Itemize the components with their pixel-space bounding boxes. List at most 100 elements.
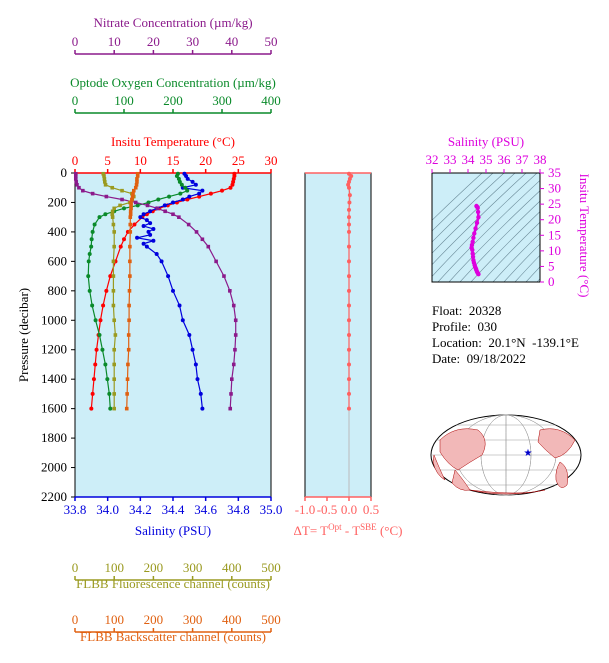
nitrate-tick-label: 20	[147, 34, 160, 49]
nitrate-point	[228, 406, 233, 411]
fluorescence-point	[112, 318, 116, 323]
delta-t-point	[347, 207, 351, 212]
salinity-tick-label: 33.8	[64, 502, 87, 517]
oxygen-tick-label: 400	[261, 93, 281, 108]
salinity-point	[154, 252, 159, 256]
oxygen-point	[122, 206, 126, 211]
ts-y-tick-label: 0	[548, 274, 555, 289]
salinity-point	[180, 318, 185, 323]
backscatter-point	[135, 174, 140, 178]
salinity-point	[187, 194, 192, 199]
density-contour	[492, 232, 540, 282]
nitrate-point	[177, 215, 181, 219]
fluorescence-point	[102, 180, 107, 184]
nitrate-tick-label: 30	[186, 34, 199, 49]
backscatter-point	[128, 274, 132, 278]
ts-point	[470, 254, 476, 259]
date-info: Date: 09/18/2022	[432, 351, 526, 367]
backscatter-point	[128, 212, 133, 217]
oxygen-point	[185, 188, 190, 193]
nitrate-point	[145, 203, 150, 208]
pressure-tick-label: 600	[48, 253, 68, 268]
fluorescence-tick-label: 0	[72, 560, 79, 575]
pressure-axis-label: Pressure (decibar)	[16, 288, 31, 382]
fluorescence-point	[101, 171, 106, 176]
salinity-point	[171, 200, 175, 205]
backscatter-point	[127, 289, 132, 293]
pressure-tick-label: 2200	[41, 489, 67, 504]
salinity-point	[148, 232, 153, 237]
nitrate-point	[171, 212, 175, 217]
delta-t-axis-label: ΔT= TOpt - TSBE (°C)	[294, 522, 403, 538]
fluorescence-point	[112, 377, 116, 381]
nitrate-point	[73, 174, 78, 178]
fluorescence-tick-label: 200	[144, 560, 164, 575]
fluorescence-point	[112, 362, 116, 367]
backscatter-point	[125, 377, 130, 381]
density-contour	[448, 190, 540, 282]
backscatter-tick-label: 0	[72, 612, 79, 627]
salinity-axis-label: Salinity (PSU)	[135, 523, 211, 538]
delta-t-point	[347, 347, 351, 352]
salinity-tick-label: 34.0	[96, 502, 119, 517]
salinity-point	[151, 238, 156, 243]
date-value: 09/18/2022	[466, 351, 526, 366]
float-info: Float: 20328	[432, 303, 501, 319]
backscatter-point	[127, 318, 131, 323]
ts-x-tick-label: 36	[498, 152, 512, 167]
temperature-tick-label: 10	[134, 153, 147, 168]
backscatter-tick-label: 300	[183, 612, 203, 627]
density-contour	[481, 221, 540, 282]
fluorescence-point	[111, 303, 116, 308]
ts-x-tick-label: 33	[444, 152, 457, 167]
oxygen-point	[177, 179, 182, 184]
backscatter-point	[132, 188, 136, 193]
ts-x-tick-label: 35	[480, 152, 493, 167]
backscatter-point	[128, 259, 132, 264]
nitrate-point	[81, 188, 85, 193]
delta-t-point	[347, 215, 351, 220]
oxygen-tick-label: 200	[163, 93, 183, 108]
oxygen-tick-label: 0	[72, 93, 79, 108]
fluorescence-point	[111, 274, 116, 278]
temperature-point	[122, 237, 126, 242]
delta-t-point	[347, 303, 351, 308]
nitrate-point	[194, 230, 199, 234]
salinity-point	[190, 347, 195, 352]
delta-t-point	[347, 288, 351, 293]
density-contour	[432, 173, 516, 254]
map-land-north-america	[537, 428, 576, 459]
location-label: Location:	[432, 335, 482, 350]
fluorescence-point	[111, 222, 116, 227]
oxygen-point	[103, 212, 108, 217]
temperature-point	[118, 244, 123, 249]
delta-t-point	[347, 377, 351, 382]
salinity-point	[144, 218, 149, 223]
fluorescence-point	[103, 182, 108, 187]
oxygen-tick-label: 300	[212, 93, 232, 108]
salinity-point	[197, 191, 202, 196]
salinity-point	[171, 288, 175, 293]
nitrate-point	[228, 289, 232, 293]
fluorescence-tick-label: 500	[261, 560, 281, 575]
salinity-point	[138, 215, 143, 220]
density-contour	[459, 200, 540, 282]
salinity-tick-label: 34.8	[227, 502, 250, 517]
ts-point	[470, 247, 475, 253]
location-value: 20.1°N -139.1°E	[488, 335, 579, 350]
temperature-point	[98, 318, 103, 323]
backscatter-tick-label: 500	[261, 612, 281, 627]
ts-point	[475, 209, 481, 215]
backscatter-tick-label: 200	[144, 612, 164, 627]
float-location-marker: ★	[524, 448, 533, 459]
pressure-tick-label: 1000	[41, 312, 67, 327]
density-contour	[437, 179, 540, 282]
ts-y-tick-label: 25	[548, 196, 561, 211]
nitrate-tick-label: 10	[108, 34, 121, 49]
delta-t-point	[347, 391, 351, 396]
delta-t-point	[347, 318, 351, 323]
fluorescence-point	[112, 347, 116, 352]
density-contour	[432, 173, 505, 243]
delta-t-point	[347, 229, 351, 234]
delta-t-plot-area	[304, 172, 372, 498]
